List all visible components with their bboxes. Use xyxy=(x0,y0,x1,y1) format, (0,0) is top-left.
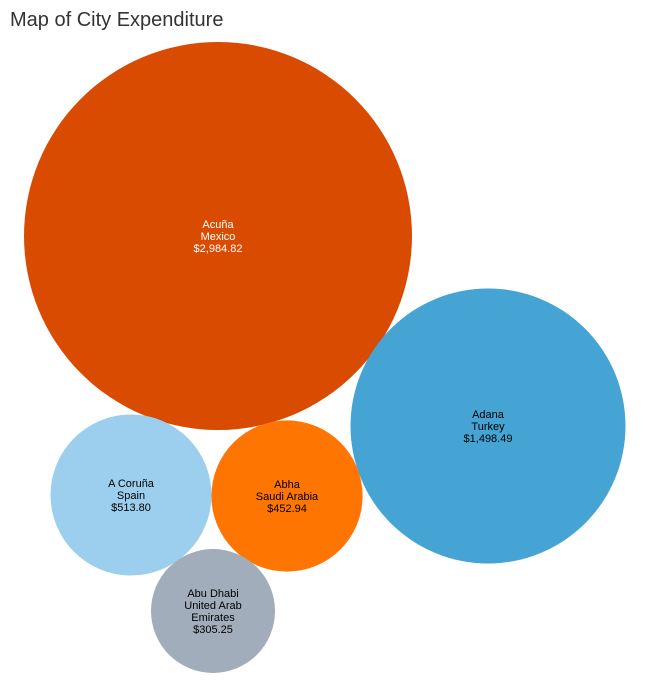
country-label: United Arab xyxy=(184,600,241,612)
value-label: $452.94 xyxy=(267,503,307,515)
value-label: $2,984.82 xyxy=(194,243,243,255)
country-label: Emirates xyxy=(191,612,235,624)
city-label: Abu Dhabi xyxy=(187,588,238,600)
city-label: A Coruña xyxy=(108,478,155,490)
country-label: Mexico xyxy=(201,231,236,243)
value-label: $305.25 xyxy=(193,624,233,636)
bubble-circle[interactable] xyxy=(350,288,626,564)
city-label: Acuña xyxy=(202,219,234,231)
bubble-a-coru-a[interactable]: A Coruña Spain $513.80 xyxy=(50,414,212,576)
chart-title: Map of City Expenditure xyxy=(10,9,224,31)
bubble-circle[interactable] xyxy=(24,42,412,430)
value-label: $1,498.49 xyxy=(464,433,513,445)
country-label: Turkey xyxy=(471,421,505,433)
value-label: $513.80 xyxy=(111,502,151,514)
country-label: Spain xyxy=(117,490,145,502)
bubble-label: Abha Saudi Arabia $452.94 xyxy=(256,479,319,515)
bubble-acu-a[interactable]: Acuña Mexico $2,984.82 xyxy=(24,42,412,430)
bubble-abu-dhabi[interactable]: Abu Dhabi United Arab Emirates $305.25 xyxy=(151,549,275,673)
bubble-circle[interactable] xyxy=(211,420,363,572)
bubble-label: A Coruña Spain $513.80 xyxy=(108,478,155,514)
country-label: Saudi Arabia xyxy=(256,491,319,503)
bubble-label: Abu Dhabi United Arab Emirates $305.25 xyxy=(184,588,241,636)
bubble-circle[interactable] xyxy=(151,549,275,673)
bubble-circle[interactable] xyxy=(50,414,212,576)
bubble-label: Acuña Mexico $2,984.82 xyxy=(194,219,243,255)
bubble-label: Adana Turkey $1,498.49 xyxy=(464,409,513,445)
bubble-adana[interactable]: Adana Turkey $1,498.49 xyxy=(350,288,626,564)
city-label: Adana xyxy=(472,409,505,421)
bubble-abha[interactable]: Abha Saudi Arabia $452.94 xyxy=(211,420,363,572)
city-label: Abha xyxy=(274,479,301,491)
